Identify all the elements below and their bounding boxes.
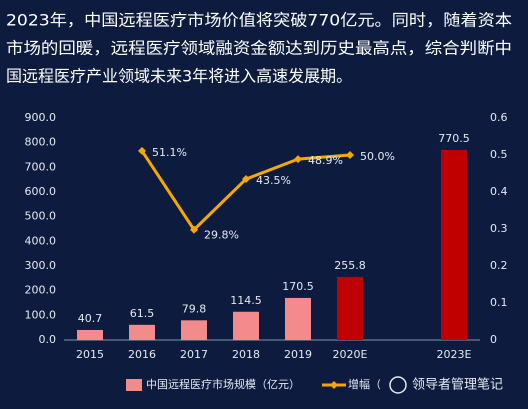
bar bbox=[441, 149, 467, 340]
line-value-label: 48.9% bbox=[308, 154, 343, 167]
line-marker bbox=[346, 151, 354, 159]
headline: 2023年，中国远程医疗市场价值将突破770亿元。同时，随着资本 bbox=[6, 11, 512, 30]
x-tick-label: 2023E bbox=[437, 348, 472, 361]
bar-value-label: 170.5 bbox=[282, 280, 314, 293]
x-tick-label: 2018 bbox=[232, 348, 260, 361]
bar bbox=[285, 297, 311, 340]
y2-tick-label: 0.4 bbox=[490, 185, 508, 198]
y-tick-label: 100.0 bbox=[25, 308, 57, 321]
line-marker bbox=[294, 155, 302, 164]
y-tick-label: 700.0 bbox=[25, 160, 57, 173]
bar-value-label: 40.7 bbox=[78, 312, 103, 325]
y2-tick-label: 0 bbox=[490, 333, 497, 346]
bar bbox=[233, 311, 259, 340]
line-marker bbox=[190, 225, 198, 234]
headline: 市场的回暖，远程医疗领域融资金额达到历史最高点，综合判断中 bbox=[6, 39, 512, 58]
y-tick-label: 300.0 bbox=[25, 259, 57, 272]
line-value-label: 29.8% bbox=[204, 229, 239, 242]
bar-value-label: 61.5 bbox=[130, 307, 155, 320]
y-tick-label: 600.0 bbox=[25, 185, 57, 198]
watermark-bg bbox=[380, 373, 528, 397]
line-marker bbox=[242, 175, 250, 184]
x-tick-label: 2017 bbox=[180, 348, 208, 361]
bar-value-label: 255.8 bbox=[334, 259, 366, 272]
bar-value-label: 770.5 bbox=[438, 132, 470, 145]
line-marker bbox=[138, 146, 146, 155]
line-value-label: 50.0% bbox=[360, 150, 395, 163]
bar bbox=[129, 324, 155, 340]
x-tick-label: 2016 bbox=[128, 348, 156, 361]
headline: 国远程医疗产业领域未来3年将进入高速发展期。 bbox=[6, 67, 352, 86]
bar-value-label: 79.8 bbox=[182, 302, 207, 315]
y-tick-label: 0.0 bbox=[39, 333, 57, 346]
watermark: 领导者管理笔记 bbox=[412, 377, 503, 393]
y2-tick-label: 0.1 bbox=[490, 296, 508, 309]
x-tick-label: 2019 bbox=[284, 348, 312, 361]
y-tick-label: 200.0 bbox=[25, 284, 57, 297]
x-tick-label: 2015 bbox=[76, 348, 104, 361]
y-tick-label: 900.0 bbox=[25, 111, 57, 124]
bar bbox=[77, 329, 103, 340]
legend-marker bbox=[330, 381, 338, 389]
bar bbox=[337, 276, 363, 340]
y-tick-label: 400.0 bbox=[25, 234, 57, 247]
line-value-label: 51.1% bbox=[152, 146, 187, 159]
legend-swatch bbox=[126, 379, 142, 391]
legend-label: 中国远程医疗市场规模（亿元） bbox=[146, 377, 300, 391]
y-tick-label: 500.0 bbox=[25, 210, 57, 223]
y2-tick-label: 0.6 bbox=[490, 111, 508, 124]
y2-tick-label: 0.3 bbox=[490, 222, 508, 235]
bar-value-label: 114.5 bbox=[230, 294, 262, 307]
y2-tick-label: 0.2 bbox=[490, 259, 508, 272]
y-tick-label: 800.0 bbox=[25, 136, 57, 149]
line-value-label: 43.5% bbox=[256, 174, 291, 187]
y2-tick-label: 0.5 bbox=[490, 148, 508, 161]
x-tick-label: 2020E bbox=[333, 348, 368, 361]
watermark-icon bbox=[389, 376, 407, 394]
bar bbox=[181, 320, 207, 340]
